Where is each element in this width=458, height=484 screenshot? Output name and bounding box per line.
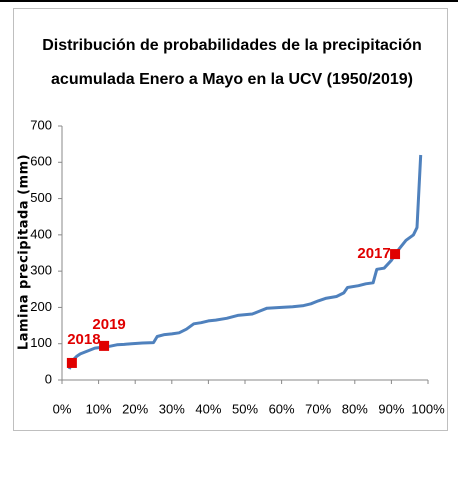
x-tick-label: 30% — [159, 401, 185, 416]
x-tick-label: 80% — [342, 401, 368, 416]
x-tick-label: 10% — [86, 401, 112, 416]
x-tick-label: 0% — [53, 401, 72, 416]
y-tick-label: 0 — [45, 371, 52, 386]
highlight-label: 2018 — [67, 331, 100, 348]
chart-frame — [13, 8, 448, 431]
highlight-marker — [66, 357, 77, 368]
x-tick-label: 70% — [305, 401, 331, 416]
highlight-label: 2019 — [92, 316, 125, 333]
x-tick-label: 90% — [378, 401, 404, 416]
chart-title: acumulada Enero a Mayo en la UCV (1950/2… — [51, 71, 413, 88]
x-tick-label: 50% — [232, 401, 258, 416]
y-tick-label: 200 — [30, 299, 52, 314]
data-line — [67, 154, 423, 370]
y-axis-label: Lamina precipitada (mm) — [17, 154, 32, 350]
y-tick-label: 600 — [30, 154, 52, 169]
y-tick-label: 100 — [30, 335, 52, 350]
x-tick-label: 100% — [411, 401, 445, 416]
chart-title: Distribución de probabilidades de la pre… — [42, 37, 422, 54]
highlight-marker — [390, 249, 401, 260]
x-tick-label: 60% — [269, 401, 295, 416]
y-tick-label: 500 — [30, 190, 52, 205]
x-tick-label: 40% — [195, 401, 221, 416]
y-tick-label: 300 — [30, 263, 52, 278]
y-tick-label: 400 — [30, 226, 52, 241]
x-tick-label: 20% — [122, 401, 148, 416]
highlight-label: 2017 — [357, 245, 390, 262]
highlight-marker — [99, 340, 110, 351]
y-tick-label: 700 — [30, 117, 52, 132]
